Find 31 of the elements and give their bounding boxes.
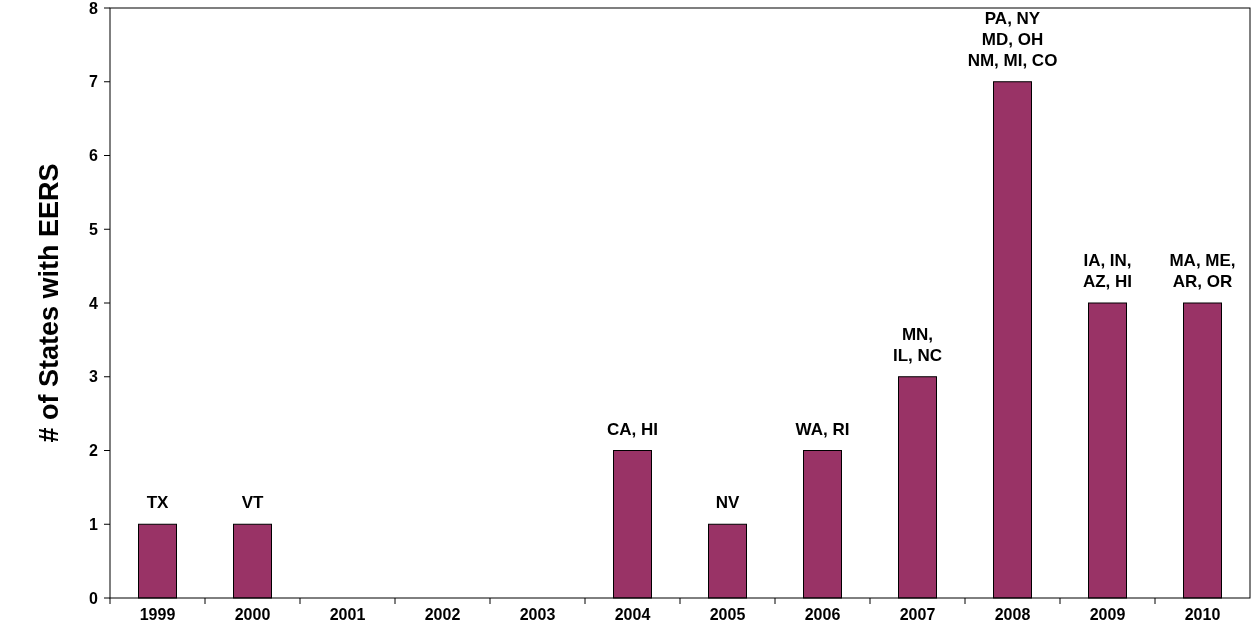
data-label: MA, ME, AR, OR (1169, 251, 1236, 291)
data-label: IA, IN, AZ, HI (1082, 251, 1133, 291)
x-tick-label: 2005 (709, 606, 746, 623)
data-label: NV (715, 493, 740, 513)
y-tick-label: 7 (89, 73, 99, 91)
x-tick-label: 2003 (519, 606, 556, 623)
x-tick-label: 2006 (804, 606, 841, 623)
x-tick-label: 2007 (899, 606, 936, 623)
data-label: VT (241, 493, 264, 513)
y-tick-label: 3 (89, 368, 99, 386)
x-tick-label: 2010 (1184, 606, 1221, 623)
y-tick-label: 8 (89, 0, 99, 17)
y-tick-label: 5 (89, 220, 99, 238)
data-label: CA, HI (607, 419, 658, 439)
x-tick-label: 1999 (139, 606, 176, 623)
x-tick-label: 2009 (1089, 606, 1126, 623)
y-tick-label: 6 (89, 147, 99, 165)
x-tick-label: 2008 (994, 606, 1031, 623)
y-tick-label: 0 (89, 589, 99, 607)
data-label: WA, RI (795, 419, 850, 439)
x-tick-label: 2002 (424, 606, 461, 623)
y-axis-title: # of States with EERS (34, 163, 64, 443)
data-label: TX (146, 493, 170, 513)
y-tick-label: 2 (89, 442, 99, 460)
y-tick-label: 1 (89, 515, 99, 533)
data-label: PA, NY MD, OH NM, MI, CO (967, 8, 1058, 70)
x-tick-label: 2004 (614, 606, 651, 623)
data-label: MN, IL, NC (892, 324, 943, 365)
x-tick-label: 2000 (234, 606, 271, 623)
x-tick-label: 2001 (329, 606, 366, 623)
y-tick-label: 4 (89, 294, 99, 312)
